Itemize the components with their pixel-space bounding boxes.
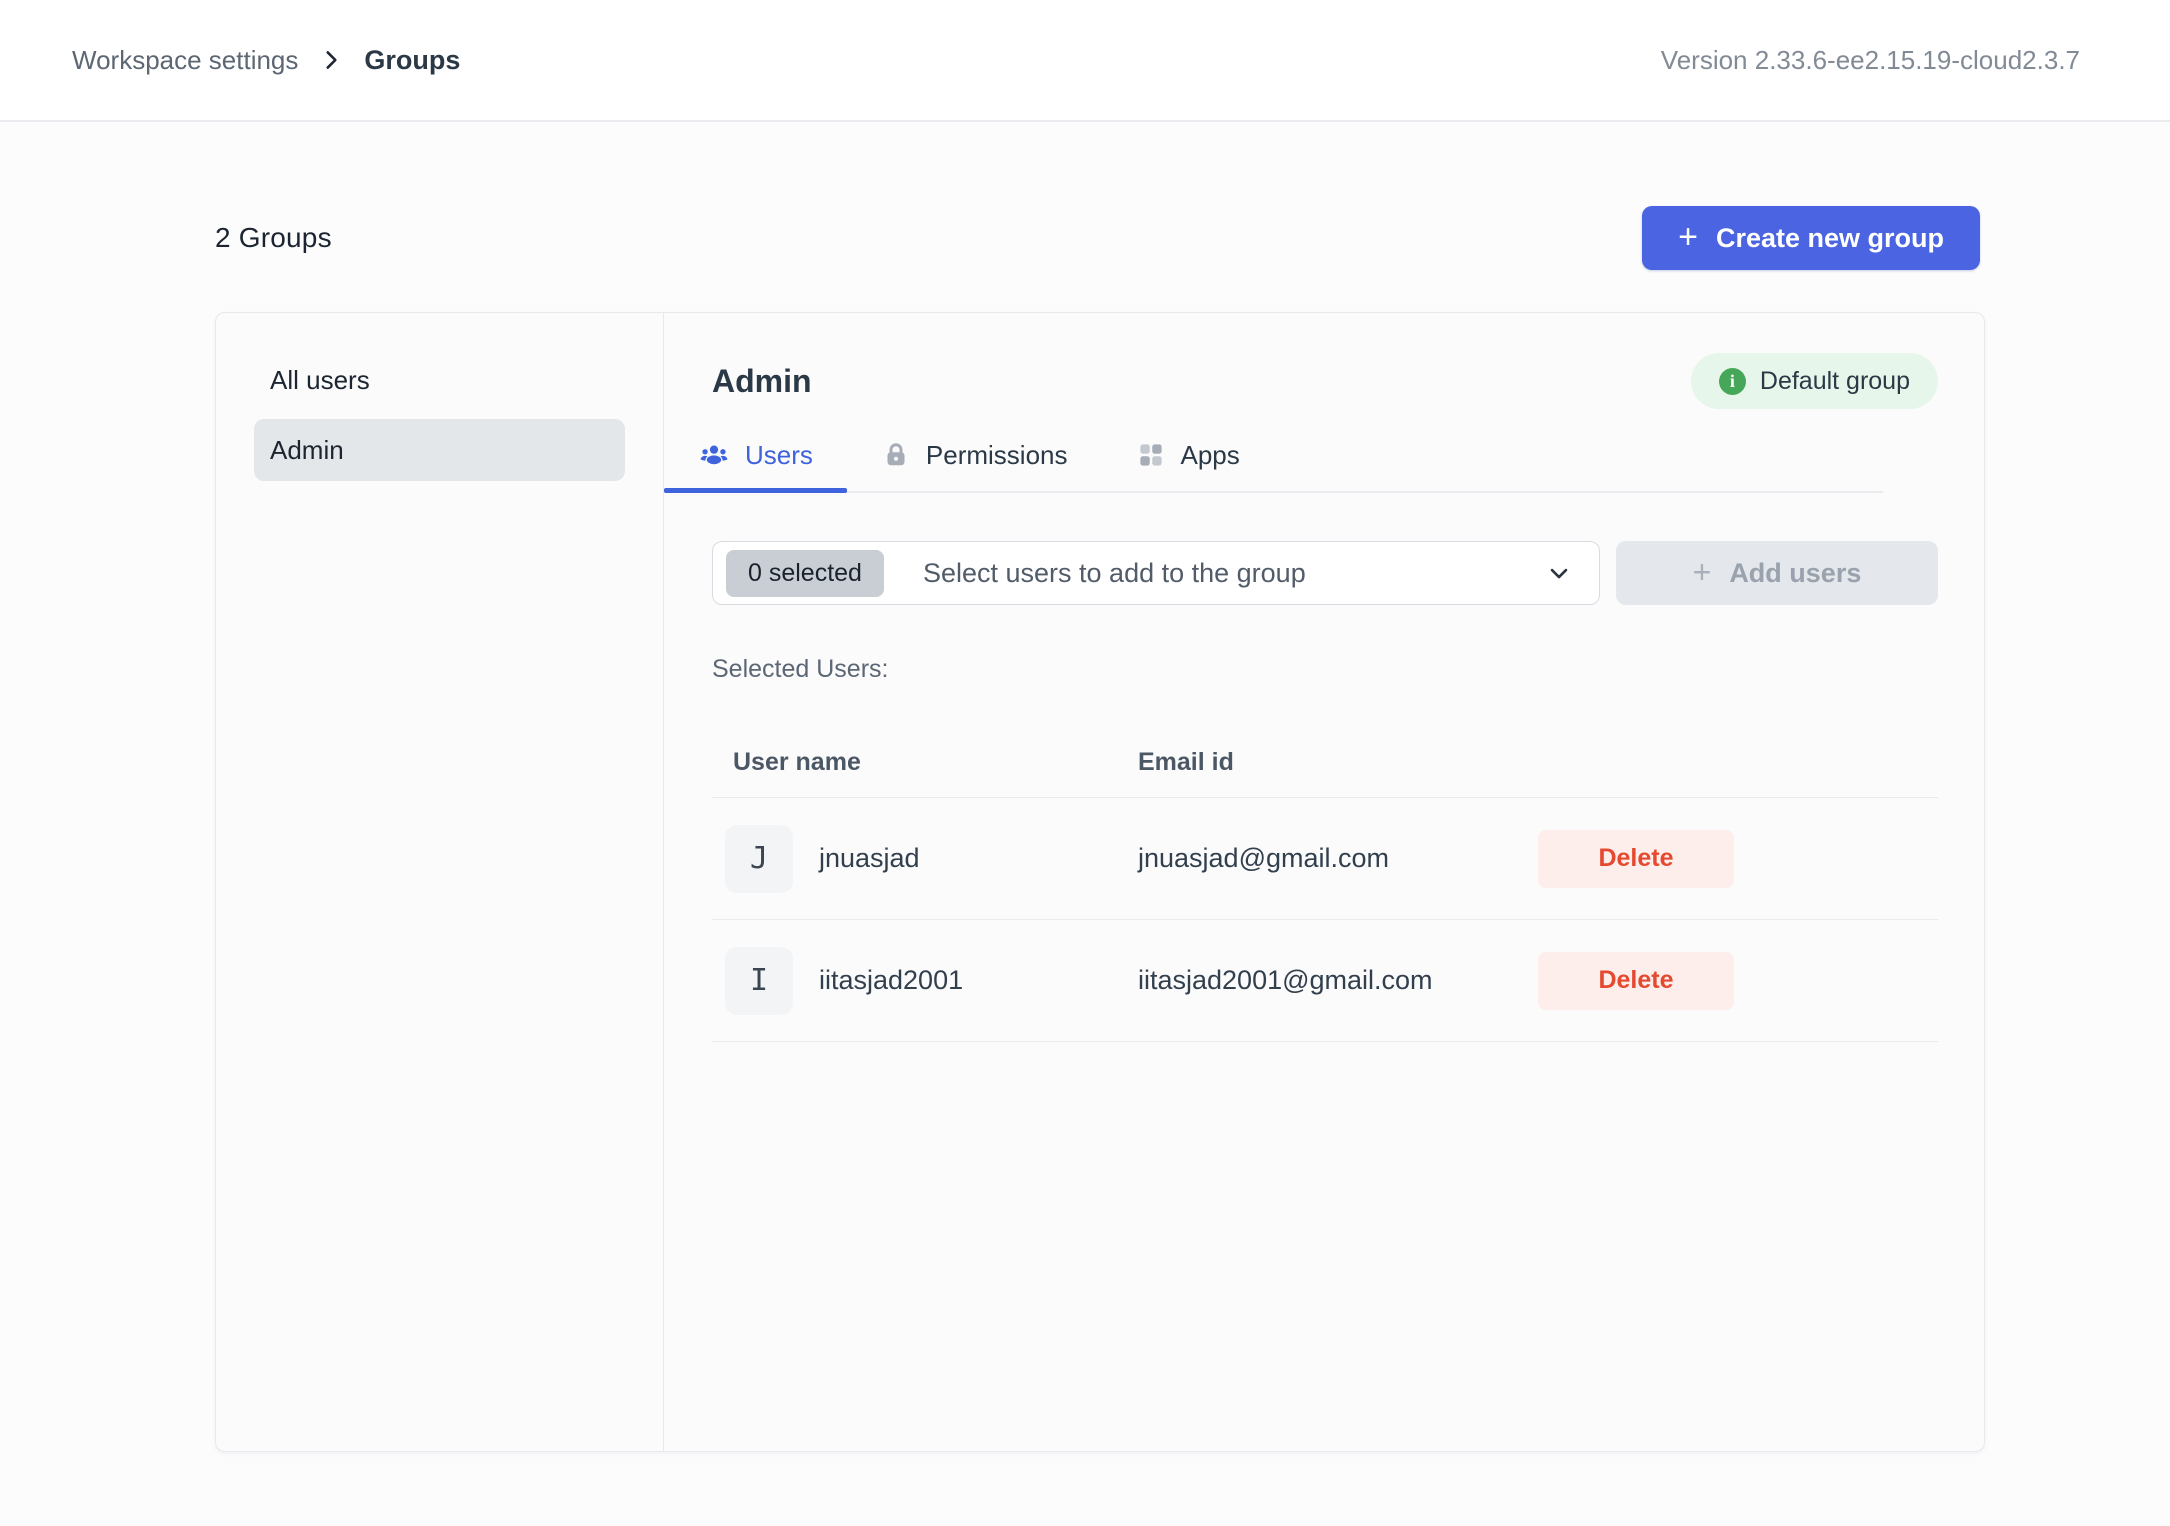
table-header-row: User name Email id (712, 728, 1938, 798)
page-head: 2 Groups + Create new group (215, 206, 1980, 270)
user-selector-row: 0 selected Select users to add to the gr… (712, 541, 1938, 605)
avatar: I (725, 946, 793, 1015)
info-icon: i (1718, 367, 1746, 395)
email-cell: iitasjad2001@gmail.com (1138, 965, 1433, 995)
version-label: Version 2.33.6-ee2.15.19-cloud2.3.7 (1660, 44, 2080, 75)
users-icon (698, 439, 730, 471)
email-cell: jnuasjad@gmail.com (1138, 843, 1390, 873)
selected-users-table: User name Email id J jnuasjad jnuasjad@g… (712, 728, 1938, 1042)
sidebar-item-all-users[interactable]: All users (270, 364, 370, 395)
select-placeholder: Select users to add to the group (922, 557, 1306, 588)
add-users-button[interactable]: + Add users (1616, 541, 1938, 605)
tab-users[interactable]: Users (664, 439, 847, 493)
plus-icon: + (1692, 553, 1712, 590)
user-select-dropdown[interactable]: 0 selected Select users to add to the gr… (712, 541, 1600, 605)
column-header-user-name: User name (733, 748, 861, 776)
breadcrumb-groups: Groups (364, 44, 461, 75)
tab-permissions-label: Permissions (925, 439, 1068, 470)
selected-count-chip: 0 selected (726, 549, 884, 597)
lock-icon (881, 440, 911, 470)
page-content: 2 Groups + Create new group All users Ad… (0, 206, 2170, 1452)
selected-users-label: Selected Users: (712, 655, 889, 683)
delete-user-button[interactable]: Delete (1538, 829, 1734, 888)
user-name-cell: jnuasjad (819, 843, 920, 873)
avatar: J (725, 824, 793, 893)
breadcrumb: Workspace settings Groups (72, 45, 460, 76)
breadcrumb-workspace-settings[interactable]: Workspace settings (72, 44, 299, 75)
group-detail-panel: Admin i Default group (664, 313, 1984, 1451)
chevron-right-icon (318, 47, 344, 73)
tab-apps-label: Apps (1180, 439, 1240, 470)
groups-sidebar: All users Admin (216, 313, 664, 1451)
column-header-email-id: Email id (1138, 748, 1234, 776)
tab-permissions[interactable]: Permissions (847, 439, 1102, 491)
group-panel-head: Admin i Default group (712, 353, 1938, 409)
tab-users-label: Users (745, 439, 813, 470)
create-new-group-button[interactable]: + Create new group (1642, 206, 1980, 270)
tab-apps[interactable]: Apps (1102, 439, 1274, 491)
delete-user-button[interactable]: Delete (1538, 951, 1734, 1010)
create-new-group-label: Create new group (1715, 222, 1944, 253)
table-row: I iitasjad2001 iitasjad2001@gmail.com De… (712, 920, 1938, 1042)
table-row: J jnuasjad jnuasjad@gmail.com Delete (712, 798, 1938, 920)
groups-card: All users Admin Admin i Default group (215, 312, 1985, 1452)
default-group-label: Default group (1759, 366, 1910, 395)
group-tabs: Users Permissions (664, 439, 1883, 493)
apps-grid-icon (1136, 440, 1166, 470)
group-title: Admin (712, 362, 812, 399)
plus-icon: + (1678, 217, 1698, 256)
add-users-label: Add users (1729, 557, 1862, 588)
chevron-down-icon (1545, 559, 1573, 587)
user-name-cell: iitasjad2001 (819, 965, 964, 995)
app-header: Workspace settings Groups Version 2.33.6… (0, 0, 2170, 122)
sidebar-item-admin[interactable]: Admin (254, 419, 625, 481)
default-group-badge: i Default group (1690, 353, 1938, 409)
groups-count-heading: 2 Groups (215, 222, 332, 253)
